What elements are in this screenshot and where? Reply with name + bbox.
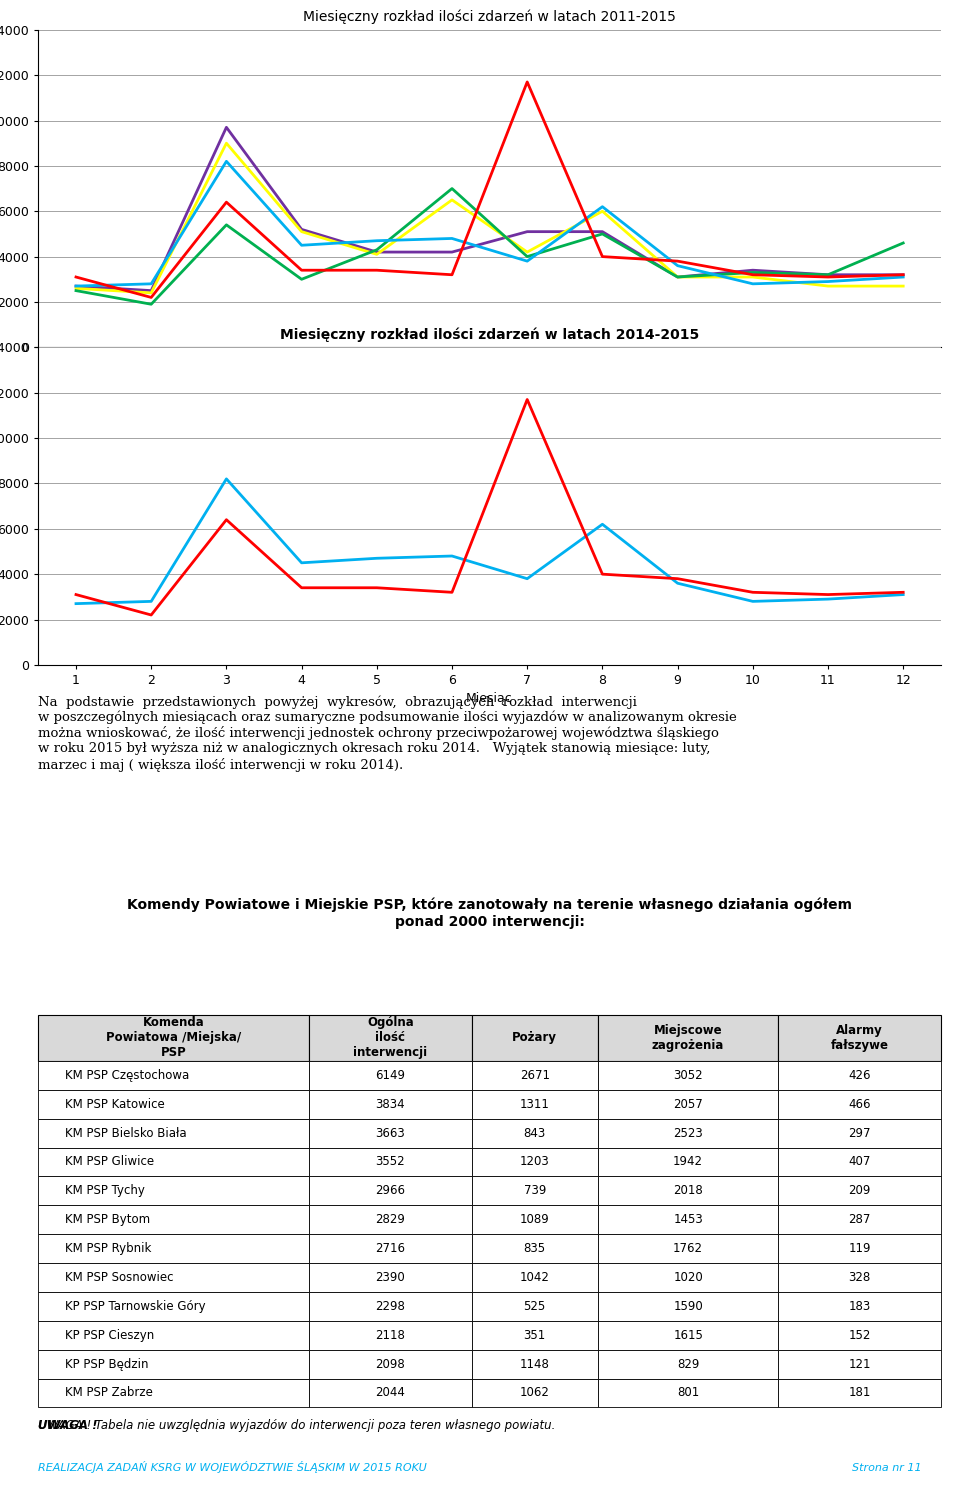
Title: Miesięczny rozkład ilości zdarzeń w latach 2014-2015: Miesięczny rozkład ilości zdarzeń w lata… (280, 328, 699, 342)
X-axis label: Miesiąc: Miesiąc (467, 375, 513, 389)
X-axis label: Miesiąc: Miesiąc (467, 692, 513, 706)
Title: Miesięczny rozkład ilości zdarzeń w latach 2011-2015: Miesięczny rozkład ilości zdarzeń w lata… (303, 10, 676, 24)
Text: Komendy Powiatowe i Miejskie PSP, które zanotowały na terenie własnego działania: Komendy Powiatowe i Miejskie PSP, które … (127, 898, 852, 929)
Text: Na  podstawie  przedstawionych  powyżej  wykresów,  obrazujących  rozkład  inter: Na podstawie przedstawionych powyżej wyk… (38, 695, 737, 771)
Text: UWAGA ! Tabela nie uwzględnia wyjazdów do interwencji poza teren własnego powiat: UWAGA ! Tabela nie uwzględnia wyjazdów d… (38, 1419, 556, 1432)
Text: UWAGA !: UWAGA ! (38, 1419, 98, 1432)
Text: REALIZACJA ZADAŃ KSRG W WOJEWÓDZTWIE ŚLĄSKIM W 2015 ROKU: REALIZACJA ZADAŃ KSRG W WOJEWÓDZTWIE ŚLĄ… (38, 1461, 427, 1473)
Text: Strona nr 11: Strona nr 11 (852, 1464, 922, 1473)
